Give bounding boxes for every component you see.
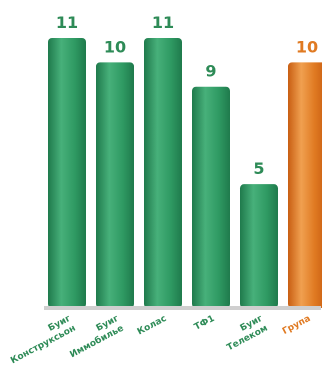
bar-2 [96,62,134,309]
bar-5 [240,184,278,308]
category-label-line: Колас [136,314,169,338]
chart-baseline [44,306,321,310]
bar-4 [192,86,230,309]
category-label-line: ТФ1 [193,314,217,333]
value-label-6: 10 [296,37,318,56]
category-label-3: Колас [136,314,169,338]
category-label-line: Конструксьон [9,324,77,367]
value-label-1: 11 [56,13,78,32]
value-label-4: 9 [205,62,216,81]
bars-layer [48,38,322,309]
category-label-6: Група [281,314,312,337]
bar-1 [48,38,86,308]
value-label-2: 10 [104,37,126,56]
value-label-5: 5 [253,159,264,178]
value-labels-layer: 11 10 11 9 5 10 [56,13,318,178]
bar-3 [144,38,182,308]
category-label-4: ТФ1 [193,314,217,333]
bar-6 [288,62,322,308]
value-label-3: 11 [152,13,174,32]
category-label-line: Група [281,314,312,337]
